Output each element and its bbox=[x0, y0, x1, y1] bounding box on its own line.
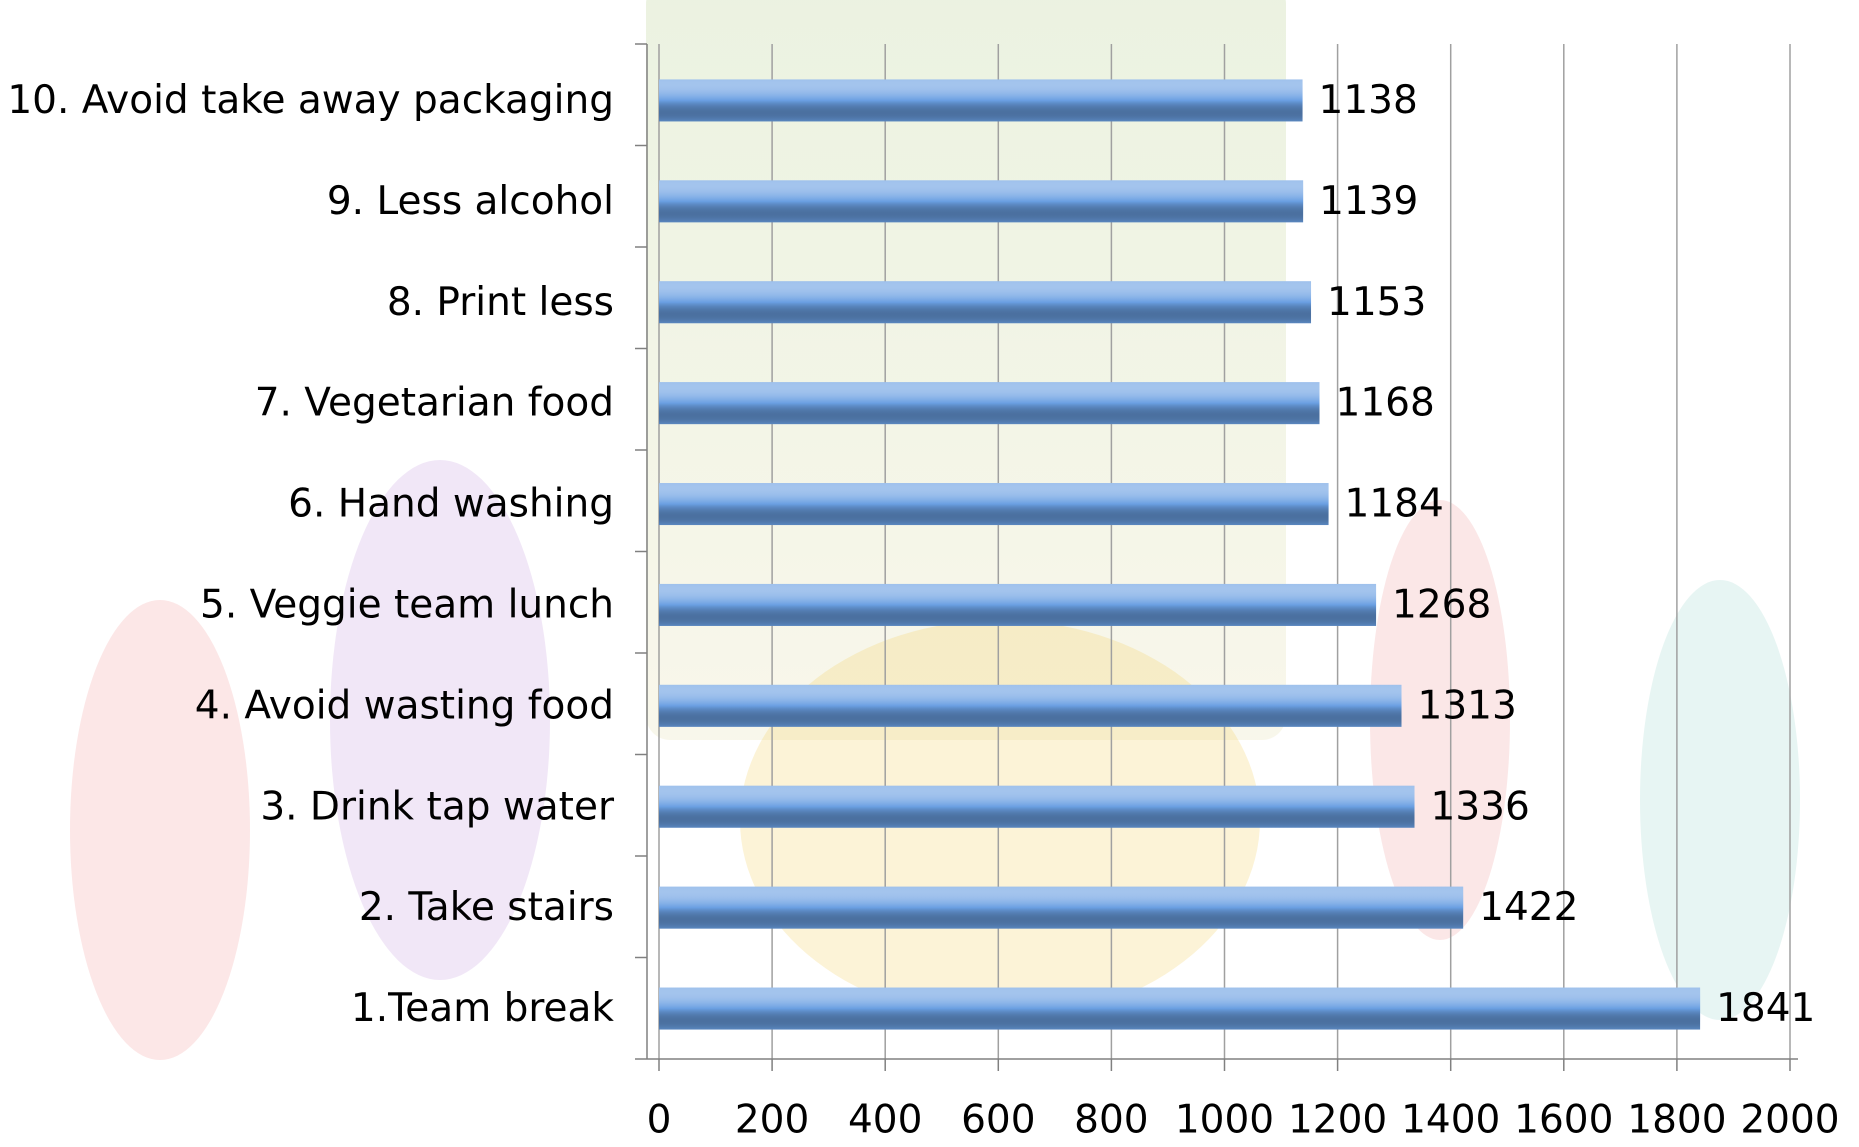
bar-shine bbox=[659, 79, 1303, 121]
value-label: 1336 bbox=[1431, 784, 1530, 829]
y-tick-label: 1.Team break bbox=[351, 986, 615, 1031]
value-label: 1313 bbox=[1418, 683, 1517, 728]
chart: 0 200 400 600 800 1000 1200 1400 1600 1800 2000 10.… bbox=[0, 0, 1859, 1147]
x-tick-label: 800 bbox=[1074, 1098, 1148, 1143]
x-tick-label: 200 bbox=[735, 1098, 809, 1143]
value-label: 1168 bbox=[1336, 381, 1435, 426]
value-label: 1139 bbox=[1319, 179, 1418, 224]
x-tick-label: 2000 bbox=[1740, 1098, 1839, 1143]
x-tick-label: 400 bbox=[848, 1098, 922, 1143]
x-tick-label: 1800 bbox=[1627, 1098, 1726, 1143]
bar-shine bbox=[659, 988, 1700, 1030]
bar-shine bbox=[659, 584, 1376, 626]
bar-shine bbox=[659, 685, 1402, 727]
x-tick-label: 600 bbox=[961, 1098, 1035, 1143]
x-tick-label: 1400 bbox=[1401, 1098, 1500, 1143]
value-label: 1153 bbox=[1327, 280, 1426, 325]
y-tick-label: 3. Drink tap water bbox=[260, 784, 615, 829]
y-tick-label: 6. Hand washing bbox=[288, 482, 614, 527]
value-label: 1841 bbox=[1716, 986, 1815, 1031]
x-tick-label: 1000 bbox=[1175, 1098, 1274, 1143]
bar-shine bbox=[659, 382, 1320, 424]
x-tick-label: 1200 bbox=[1288, 1098, 1387, 1143]
y-tick-label: 2. Take stairs bbox=[359, 885, 614, 930]
y-tick-label: 5. Veggie team lunch bbox=[200, 582, 614, 627]
x-tick-label: 0 bbox=[647, 1098, 672, 1143]
y-tick-label: 10. Avoid take away packaging bbox=[7, 78, 614, 123]
bar-shine bbox=[659, 483, 1329, 525]
y-tick-label: 4. Avoid wasting food bbox=[195, 683, 614, 728]
y-tick-label: 7. Vegetarian food bbox=[255, 381, 614, 426]
bar-shine bbox=[659, 281, 1311, 323]
bar-shine bbox=[659, 180, 1303, 222]
value-label: 1422 bbox=[1479, 885, 1578, 930]
value-label: 1184 bbox=[1345, 482, 1444, 527]
x-tick-label: 1600 bbox=[1514, 1098, 1613, 1143]
value-label: 1138 bbox=[1319, 78, 1418, 123]
page: 0 200 400 600 800 1000 1200 1400 1600 1800 2000 10.… bbox=[0, 0, 1859, 1147]
y-tick-label: 9. Less alcohol bbox=[327, 179, 614, 224]
value-label: 1268 bbox=[1392, 582, 1491, 627]
bar-shine bbox=[659, 887, 1463, 929]
bar-shine bbox=[659, 786, 1415, 828]
y-tick-label: 8. Print less bbox=[387, 280, 614, 325]
